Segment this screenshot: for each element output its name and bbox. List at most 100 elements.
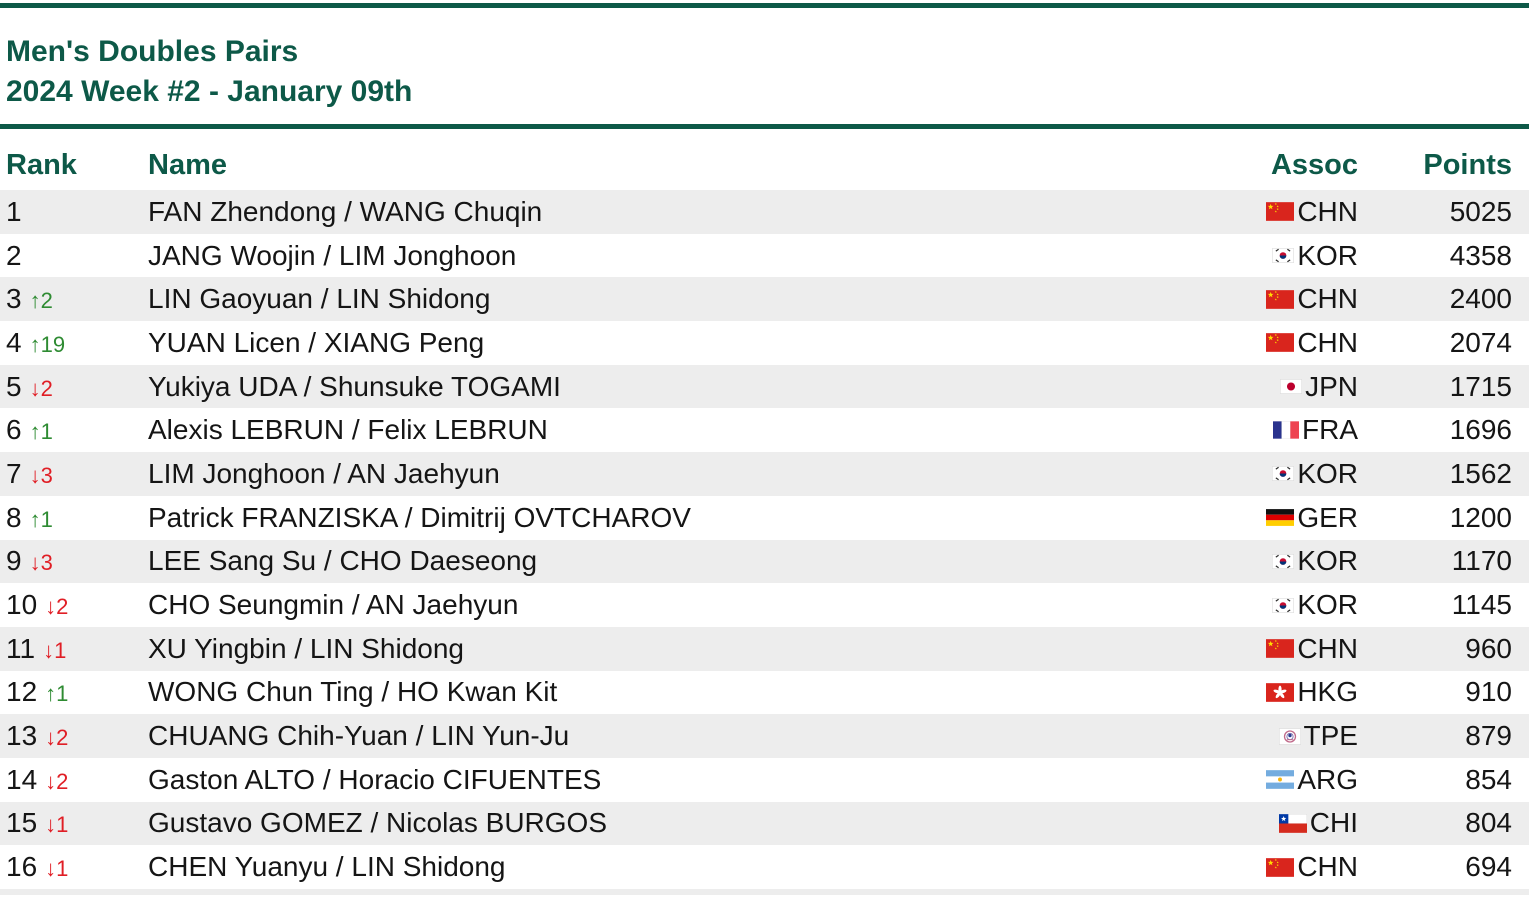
rank-value: 6	[6, 414, 22, 446]
page-title: Men's Doubles Pairs	[6, 35, 299, 68]
player-names: WONG Chun Ting / HO Kwan Kit	[148, 676, 558, 708]
table-row: 12 ↑1 WONG Chun Ting / HO Kwan Kit HKG 9…	[0, 671, 1529, 715]
assoc-cell: KOR	[1272, 545, 1358, 577]
player-names: Gustavo GOMEZ / Nicolas BURGOS	[148, 807, 607, 839]
fra-flag-icon	[1273, 421, 1299, 440]
rank-value: 1	[6, 195, 22, 227]
rank-change: ↓1	[43, 637, 67, 663]
player-names: Yukiya UDA / Shunsuke TOGAMI	[148, 370, 561, 402]
chi-flag-icon	[1278, 814, 1307, 833]
rank-change: ↓2	[29, 375, 53, 401]
kor-flag-icon	[1272, 248, 1295, 263]
assoc-code: HKG	[1297, 676, 1358, 708]
rank-cell: 16 ↓1	[6, 851, 148, 883]
player-names: Alexis LEBRUN / Felix LEBRUN	[148, 414, 548, 446]
assoc-code: CHN	[1297, 632, 1358, 664]
points-value: 694	[1465, 851, 1512, 883]
rank-value: 11	[6, 632, 36, 664]
rank-change: ↓1	[45, 812, 69, 838]
rank-change: ↑19	[29, 331, 66, 357]
rank-cell: 1	[6, 196, 148, 228]
rank-cell: 2	[6, 240, 148, 272]
column-header-points: Points	[1423, 149, 1512, 181]
rank-change: ↑2	[29, 288, 53, 314]
assoc-code: KOR	[1297, 239, 1358, 271]
table-row: 13 ↓2 CHUANG Chih-Yuan / LIN Yun-Ju TPE …	[0, 714, 1529, 758]
rank-cell: 15 ↓1	[6, 807, 148, 839]
ranking-table-body: 1 FAN Zhendong / WANG Chuqin CHN 5025 2 …	[0, 190, 1529, 889]
rank-cell: 14 ↓2	[6, 764, 148, 796]
points-value: 960	[1465, 632, 1512, 664]
column-header-name: Name	[148, 149, 227, 181]
player-names: FAN Zhendong / WANG Chuqin	[148, 195, 543, 227]
rank-value: 8	[6, 501, 22, 533]
rank-cell: 8 ↑1	[6, 502, 148, 534]
assoc-cell: CHN	[1266, 327, 1358, 359]
player-names: Patrick FRANZISKA / Dimitrij OVTCHAROV	[148, 501, 691, 533]
table-row: 10 ↓2 CHO Seungmin / AN Jaehyun KOR 1145	[0, 583, 1529, 627]
column-header-rank: Rank	[6, 149, 77, 181]
rank-change: ↓1	[45, 856, 69, 882]
assoc-cell: CHN	[1266, 851, 1358, 883]
assoc-cell: HKG	[1266, 676, 1358, 708]
assoc-cell: KOR	[1272, 458, 1358, 490]
assoc-cell: CHI	[1278, 807, 1358, 839]
assoc-code: KOR	[1297, 589, 1358, 621]
column-header-assoc: Assoc	[1270, 149, 1358, 181]
player-names: CHEN Yuanyu / LIN Shidong	[148, 851, 506, 883]
player-names: CHO Seungmin / AN Jaehyun	[148, 589, 519, 621]
points-value: 879	[1465, 720, 1512, 752]
assoc-cell: CHN	[1266, 196, 1358, 228]
assoc-code: CHN	[1297, 195, 1358, 227]
assoc-cell: KOR	[1272, 589, 1358, 621]
rank-cell: 13 ↓2	[6, 720, 148, 752]
rank-cell: 4 ↑19	[6, 327, 148, 359]
assoc-code: CHN	[1297, 326, 1358, 358]
points-value: 910	[1465, 676, 1512, 708]
table-row: 11 ↓1 XU Yingbin / LIN Shidong CHN 960	[0, 626, 1529, 671]
header-divider	[0, 124, 1529, 129]
table-row: 5 ↓2 Yukiya UDA / Shunsuke TOGAMI JPN 17…	[0, 364, 1529, 409]
assoc-code: KOR	[1297, 545, 1358, 577]
assoc-cell: FRA	[1273, 414, 1358, 446]
rank-value: 9	[6, 545, 22, 577]
assoc-code: TPE	[1303, 720, 1358, 752]
kor-flag-icon	[1272, 554, 1295, 569]
table-row: 4 ↑19 YUAN Licen / XIANG Peng CHN 2074	[0, 321, 1529, 365]
rank-change: ↓3	[29, 550, 53, 576]
rank-cell: 7 ↓3	[6, 458, 148, 490]
table-row: 1 FAN Zhendong / WANG Chuqin CHN 5025	[0, 190, 1529, 234]
player-names: YUAN Licen / XIANG Peng	[148, 326, 485, 358]
assoc-cell: ARG	[1266, 764, 1358, 796]
rank-cell: 9 ↓3	[6, 545, 148, 577]
next-row-partial-stripe	[0, 889, 1529, 895]
points-value: 1145	[1451, 589, 1512, 621]
assoc-cell: KOR	[1272, 240, 1358, 272]
rank-change: ↑1	[29, 419, 53, 445]
player-names: LIN Gaoyuan / LIN Shidong	[148, 283, 491, 315]
rank-cell: 10 ↓2	[6, 589, 148, 621]
table-row: 2 JANG Woojin / LIM Jonghoon KOR 4358	[0, 234, 1529, 278]
assoc-code: JPN	[1305, 370, 1358, 402]
table-row: 9 ↓3 LEE Sang Su / CHO Daeseong KOR 1170	[0, 539, 1529, 584]
page-header: Men's Doubles Pairs 2024 Week #2 - Janua…	[0, 8, 1529, 112]
ger-flag-icon	[1266, 509, 1295, 527]
rank-value: 10	[6, 589, 38, 621]
assoc-cell: CHN	[1266, 633, 1358, 665]
assoc-cell: TPE	[1278, 720, 1358, 752]
rank-value: 5	[6, 370, 22, 402]
rank-value: 4	[6, 326, 22, 358]
assoc-code: CHN	[1297, 283, 1358, 315]
assoc-cell: JPN	[1280, 371, 1358, 403]
points-value: 1200	[1449, 501, 1512, 533]
assoc-code: FRA	[1302, 414, 1358, 446]
table-row: 3 ↑2 LIN Gaoyuan / LIN Shidong CHN 2400	[0, 277, 1529, 322]
table-row: 7 ↓3 LIM Jonghoon / AN Jaehyun KOR 1562	[0, 452, 1529, 496]
assoc-code: CHN	[1297, 851, 1358, 883]
rank-value: 7	[6, 457, 22, 489]
player-names: LIM Jonghoon / AN Jaehyun	[148, 457, 500, 489]
player-names: CHUANG Chih-Yuan / LIN Yun-Ju	[148, 720, 570, 752]
table-row: 8 ↑1 Patrick FRANZISKA / Dimitrij OVTCHA…	[0, 496, 1529, 540]
chn-flag-icon	[1266, 202, 1295, 222]
kor-flag-icon	[1272, 466, 1295, 482]
